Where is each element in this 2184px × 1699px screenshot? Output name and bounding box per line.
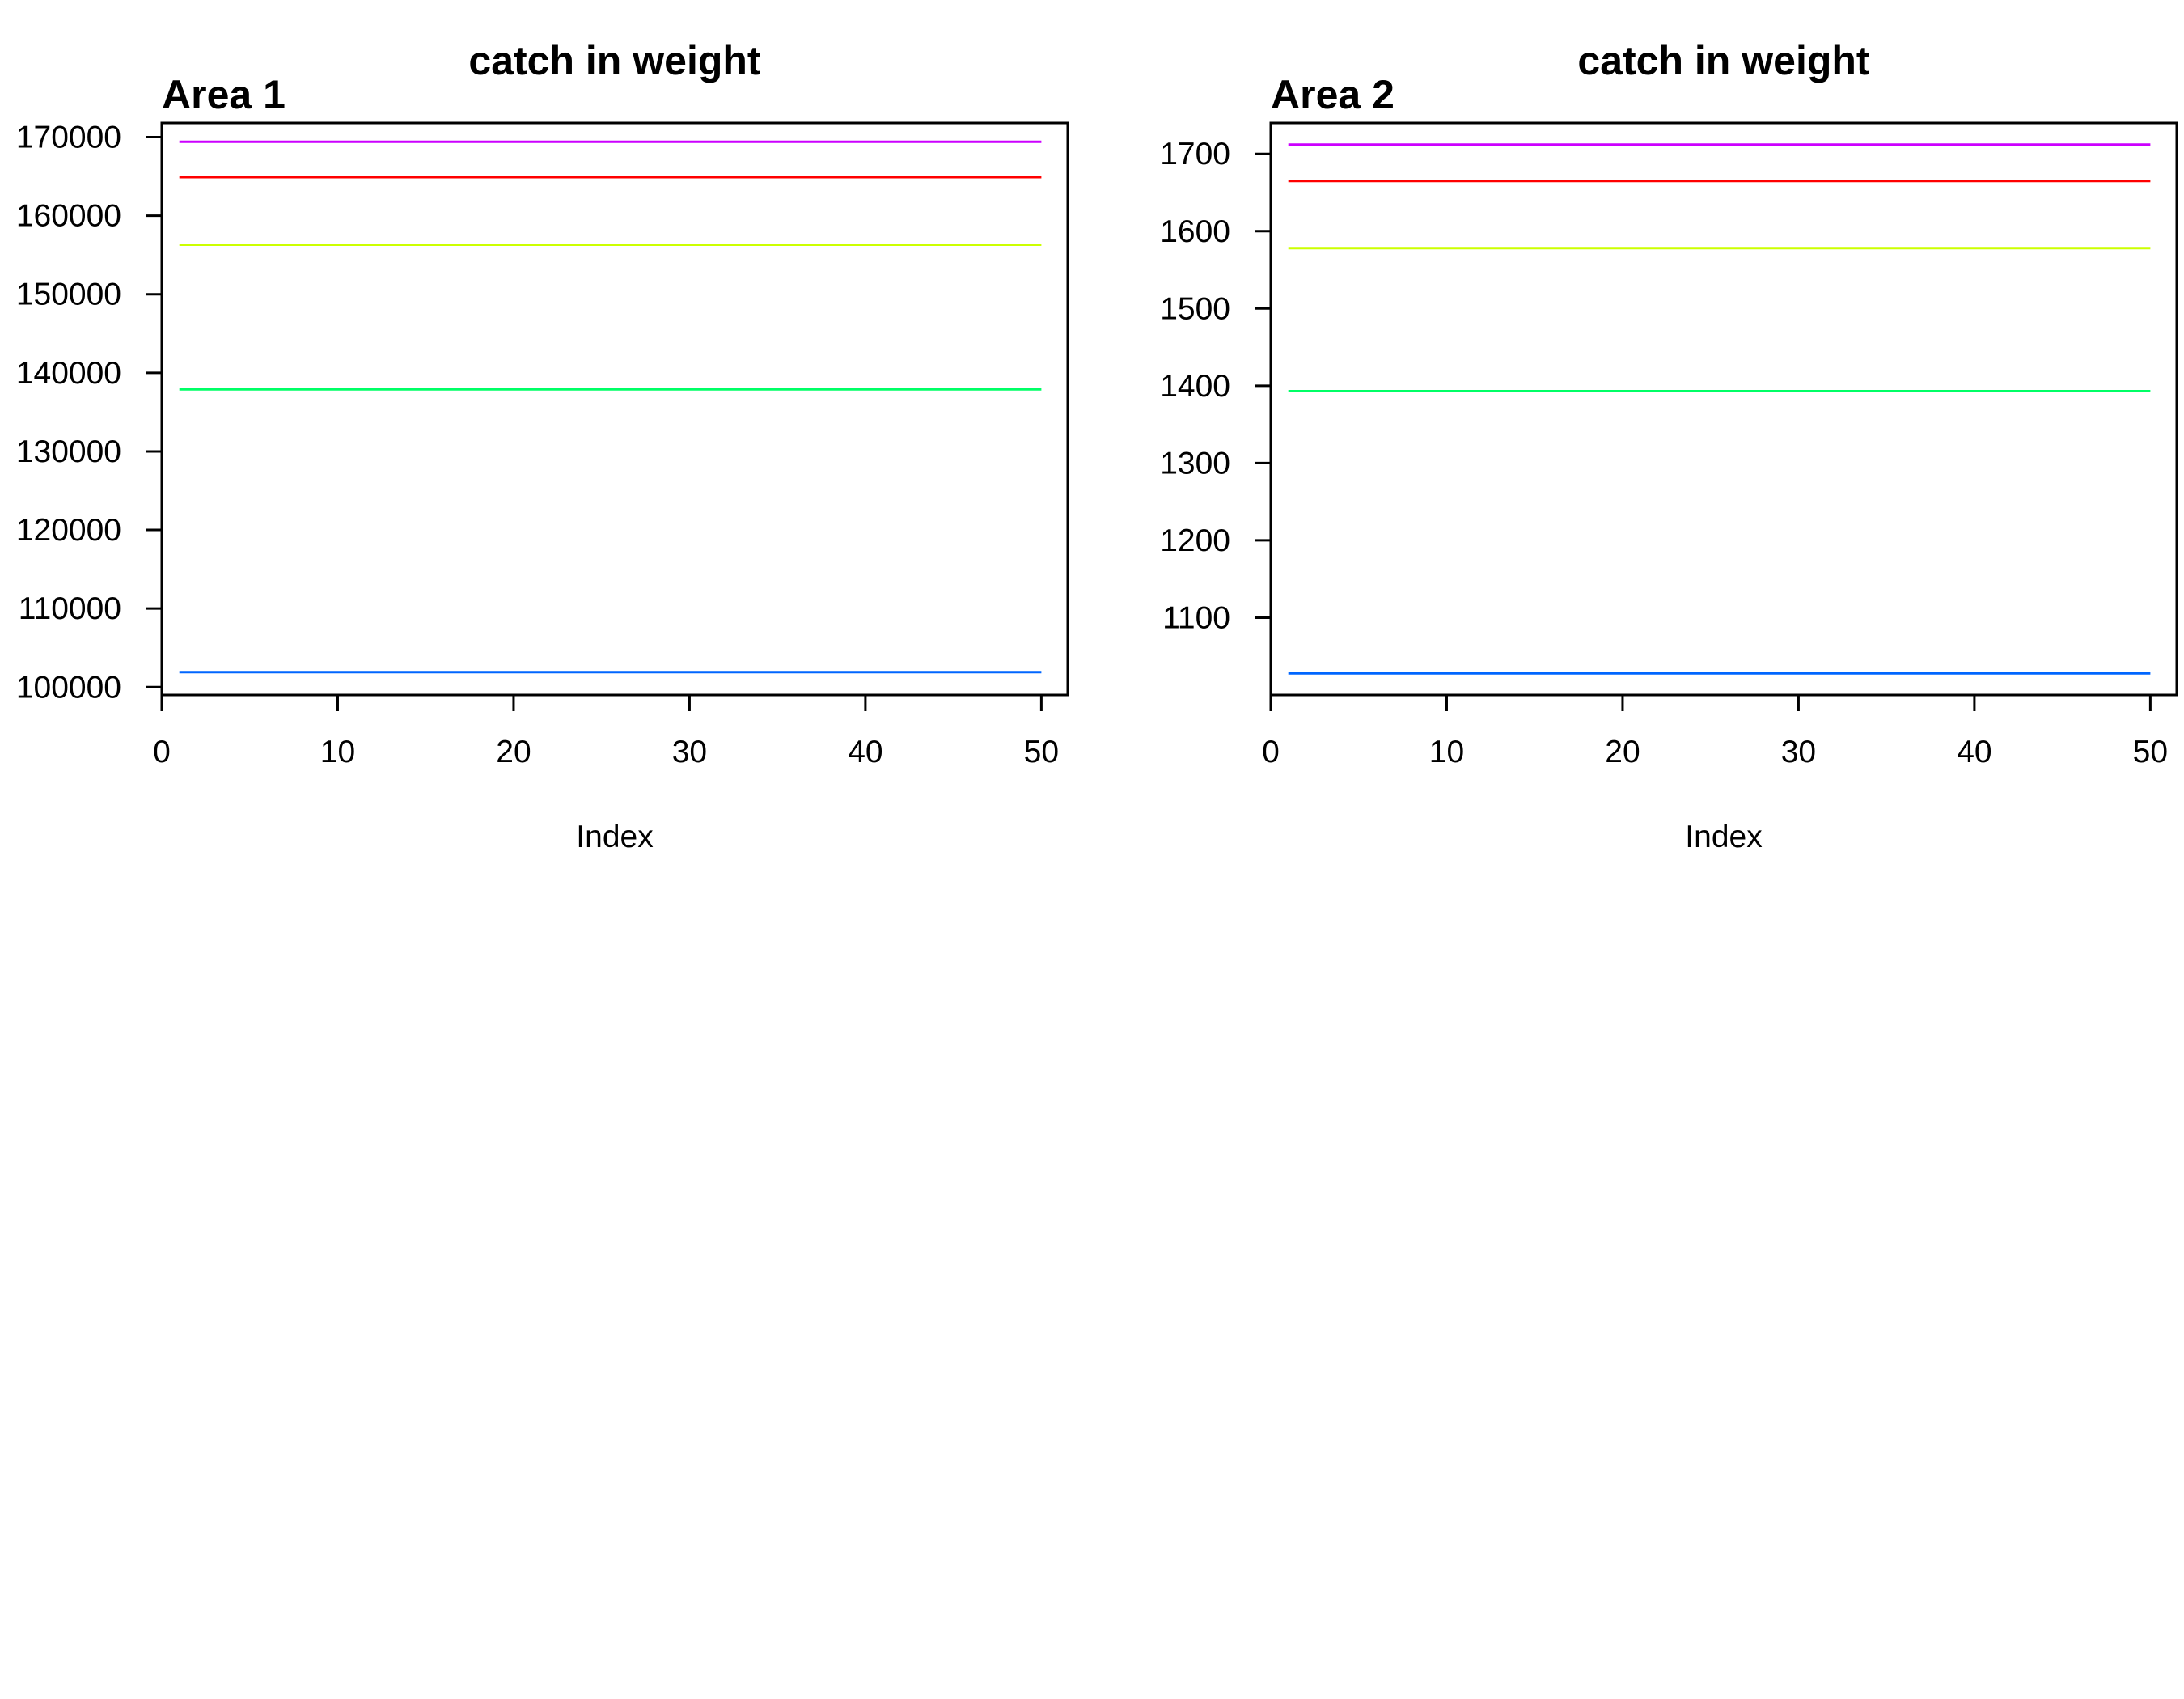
- panel-area-1: catch in weight Area 1 Index 0 10 20 30 40 50…: [16, 38, 1069, 854]
- y-tick-label: 1600: [1160, 214, 1230, 249]
- x-tick-label: 0: [1262, 735, 1280, 769]
- x-axis: 0 10 20 30 40 50: [153, 693, 1059, 769]
- y-tick-label: 120000: [16, 513, 121, 548]
- panel-area-2: catch in weight Area 2 Index 0 10 20 30 40 50…: [1160, 38, 2178, 854]
- x-axis: 0 10 20 30 40 50: [1262, 693, 2168, 769]
- y-tick-label: 100000: [16, 670, 121, 705]
- area-label: Area 1: [162, 72, 286, 117]
- x-tick-label: 0: [153, 735, 171, 769]
- area-label: Area 2: [1271, 72, 1395, 117]
- y-tick-label: 1700: [1160, 137, 1230, 172]
- x-tick-label: 10: [320, 735, 355, 769]
- x-tick-label: 20: [1605, 735, 1640, 769]
- plot-frame: [1269, 121, 2178, 697]
- y-axis: 100000 110000 120000 130000 140000 150000 1600…: [16, 120, 163, 705]
- x-tick-label: 40: [848, 735, 882, 769]
- x-tick-label: 20: [496, 735, 531, 769]
- series-layer: [179, 140, 1042, 674]
- y-tick-label: 1400: [1160, 369, 1230, 404]
- y-tick-label: 160000: [16, 199, 121, 234]
- y-tick-label: 1300: [1160, 446, 1230, 481]
- y-tick-label: 140000: [16, 356, 121, 391]
- x-axis-label: Index: [1685, 820, 1763, 854]
- chart-title: catch in weight: [1577, 38, 1870, 83]
- x-tick-label: 30: [1781, 735, 1816, 769]
- y-tick-label: 1100: [1162, 600, 1230, 635]
- y-tick-label: 170000: [16, 120, 121, 155]
- x-axis-label: Index: [576, 820, 654, 854]
- y-axis: 1100 1200 1300 1400 1500 1600 1700: [1160, 137, 1272, 635]
- x-tick-label: 40: [1957, 735, 1991, 769]
- x-tick-label: 50: [2133, 735, 2168, 769]
- x-tick-label: 30: [672, 735, 707, 769]
- chart-title: catch in weight: [468, 38, 761, 83]
- y-tick-label: 1200: [1160, 523, 1230, 558]
- x-tick-label: 50: [1024, 735, 1059, 769]
- y-tick-label: 1500: [1160, 291, 1230, 326]
- series-layer: [1288, 143, 2151, 675]
- x-tick-label: 10: [1429, 735, 1464, 769]
- plot-frame: [160, 121, 1069, 697]
- y-tick-label: 130000: [16, 434, 121, 469]
- y-tick-label: 150000: [16, 278, 121, 312]
- y-tick-label: 110000: [19, 591, 121, 626]
